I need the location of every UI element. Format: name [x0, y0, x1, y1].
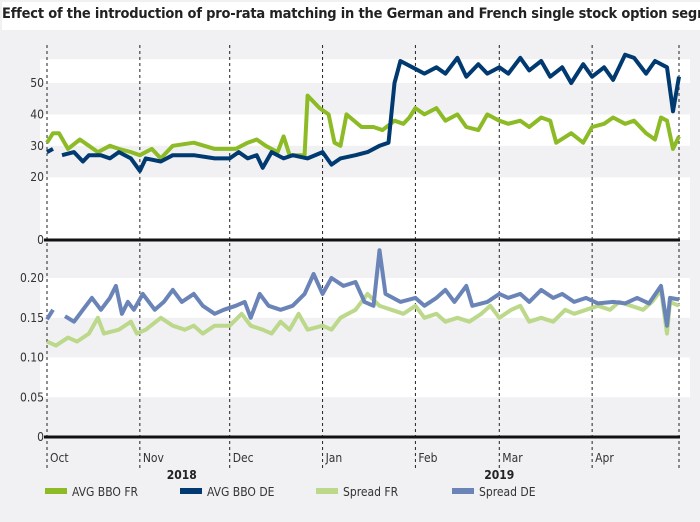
- series-line-avg_bbo_de: [46, 147, 54, 154]
- series-line-avg_bbo_fr: [45, 93, 681, 161]
- legend-label: Spread FR: [343, 485, 399, 499]
- grid-band: [40, 357, 690, 398]
- x-month-label: Mar: [502, 451, 523, 465]
- x-month-label: Apr: [595, 451, 614, 465]
- legend-label: AVG BBO DE: [207, 485, 275, 499]
- x-month-label: Oct: [50, 451, 69, 465]
- y-tick-label: 0.10: [20, 351, 44, 365]
- x-month-label: Nov: [143, 451, 165, 465]
- y-tick-label: 20: [30, 170, 44, 184]
- x-month-label: Jan: [325, 451, 343, 465]
- y-tick-label: 40: [30, 107, 44, 121]
- x-month-label: Feb: [418, 451, 437, 465]
- grid-band: [40, 317, 690, 358]
- legend-swatch: [452, 488, 474, 494]
- x-year-label: 2019: [484, 468, 514, 482]
- legend-item: Spread FR: [316, 485, 399, 499]
- series-line-spread_fr: [46, 287, 680, 348]
- legend-item: AVG BBO FR: [45, 485, 139, 499]
- legend-swatch: [316, 488, 338, 494]
- chart-title: Effect of the introduction of pro-rata m…: [2, 2, 700, 30]
- x-month-label: Dec: [233, 451, 254, 465]
- legend-item: AVG BBO DE: [180, 485, 275, 499]
- y-tick-label: 0.20: [20, 271, 44, 285]
- grid-band: [40, 397, 690, 437]
- y-tick-label: 0: [37, 430, 44, 444]
- y-tick-label: 50: [30, 76, 44, 90]
- grid-band: [40, 177, 690, 240]
- legend-label: Spread DE: [479, 485, 536, 499]
- grid-band: [40, 83, 690, 115]
- series-line-spread_de: [63, 248, 680, 328]
- legend-swatch: [180, 488, 202, 494]
- y-tick-label: 0: [37, 233, 44, 247]
- legend-item: Spread DE: [452, 485, 536, 499]
- series-line-avg_bbo_de: [61, 52, 681, 173]
- legend-label: AVG BBO FR: [72, 485, 139, 499]
- y-tick-label: 0.15: [20, 311, 44, 325]
- y-tick-label: 0.05: [20, 390, 44, 404]
- series-line-spread_de: [45, 308, 55, 321]
- legend-swatch: [45, 488, 67, 494]
- y-tick-label: 30: [30, 139, 44, 153]
- x-year-label: 2018: [167, 468, 197, 482]
